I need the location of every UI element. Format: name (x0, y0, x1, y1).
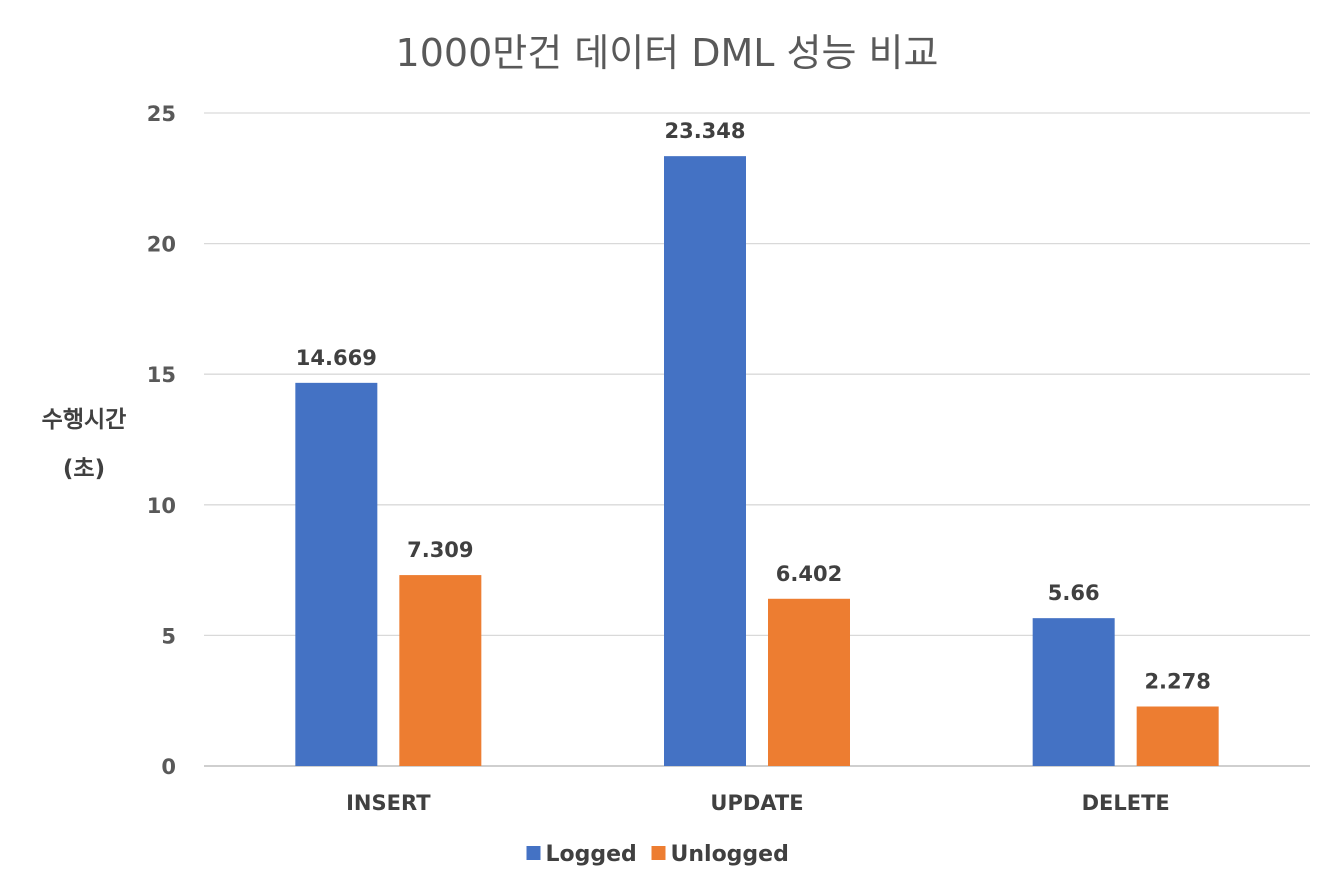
bar-unlogged-delete (1136, 706, 1219, 766)
bar-logged-insert (295, 382, 378, 766)
legend-label-logged: Logged (546, 842, 637, 867)
legend: Logged Unlogged (526, 842, 789, 867)
bar-logged-update (664, 156, 746, 766)
y-tick-label: 20 (147, 233, 176, 257)
x-category-label: UPDATE (710, 791, 803, 815)
data-label: 7.309 (407, 538, 473, 562)
y-tick-label: 10 (147, 494, 176, 518)
y-tick-label: 5 (161, 624, 176, 648)
data-labels: 14.669 7.309 23.348 6.402 5.66 2.278 (296, 119, 1211, 693)
y-axis-label-line-2: (초) (63, 456, 105, 482)
bars (295, 156, 1219, 766)
x-category-label: DELETE (1082, 791, 1170, 815)
y-axis-label: 수행시간 (초) (42, 407, 127, 482)
bar-unlogged-update (768, 598, 850, 766)
legend-swatch-unlogged (651, 846, 666, 860)
chart-title: 1000만건 데이터 DML 성능 비교 (396, 31, 939, 75)
data-label: 6.402 (776, 562, 842, 586)
data-label: 5.66 (1048, 581, 1100, 605)
data-label: 2.278 (1144, 669, 1210, 693)
y-tick-label: 15 (147, 363, 176, 387)
x-category-label: INSERT (346, 791, 431, 815)
data-label: 14.669 (296, 346, 377, 370)
y-tick-label: 0 (161, 755, 176, 779)
legend-swatch-logged (526, 846, 541, 860)
bar-logged-delete (1032, 618, 1115, 766)
y-axis-label-line-1: 수행시간 (42, 407, 127, 433)
y-tick-label: 25 (147, 102, 176, 126)
gridlines (204, 112, 1310, 767)
bar-unlogged-insert (399, 575, 482, 766)
y-axis-ticks: 0 5 10 15 20 25 (147, 102, 176, 779)
x-axis-categories: INSERT UPDATE DELETE (346, 791, 1170, 815)
data-label: 23.348 (664, 119, 745, 143)
legend-label-unlogged: Unlogged (671, 842, 789, 867)
